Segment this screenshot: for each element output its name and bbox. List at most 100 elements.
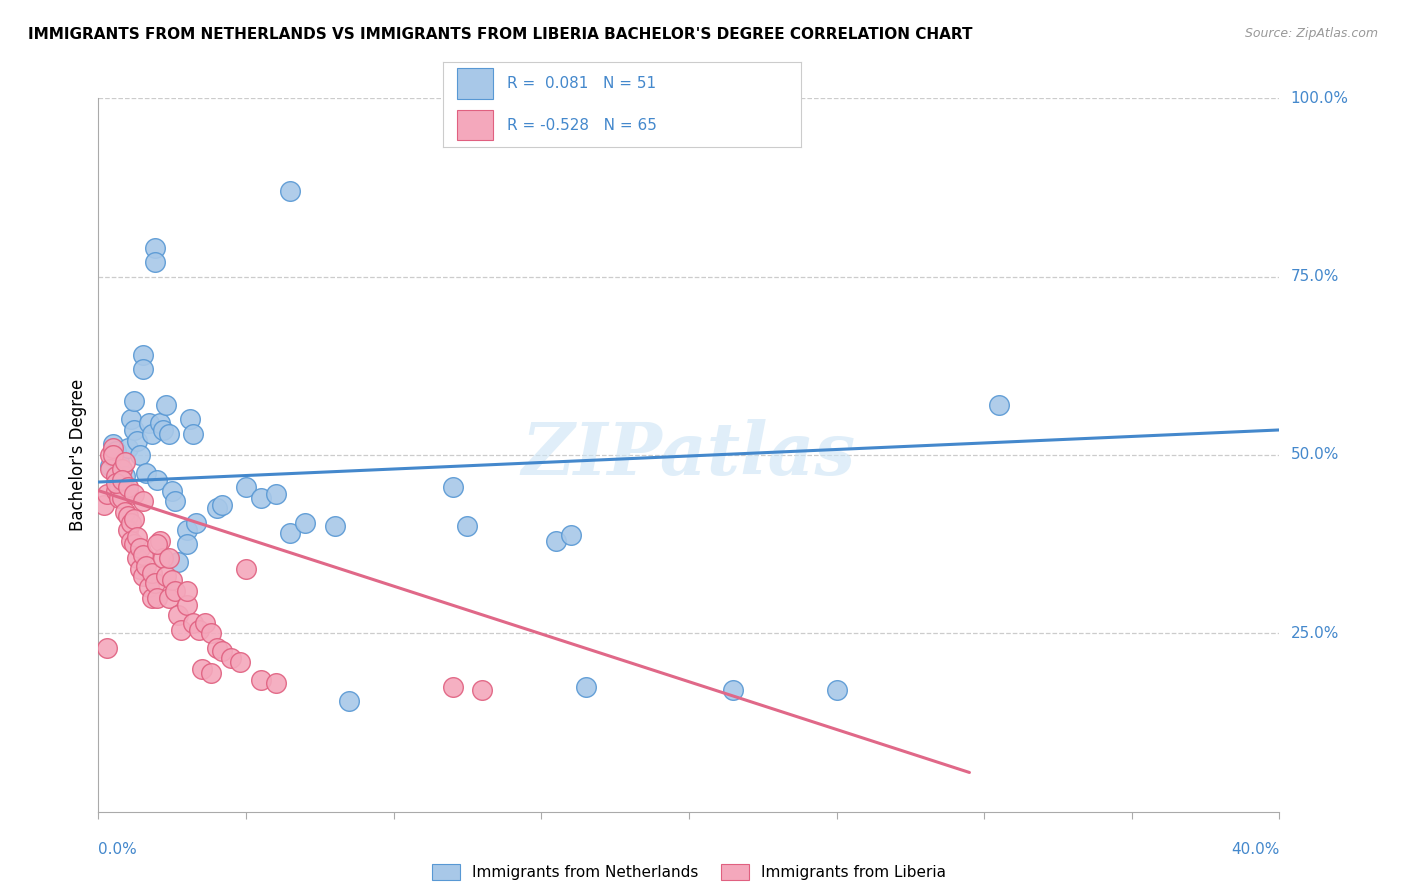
Point bbox=[143, 241, 166, 255]
Point bbox=[114, 469, 136, 483]
Point bbox=[441, 680, 464, 694]
Point bbox=[165, 583, 187, 598]
Point bbox=[125, 530, 148, 544]
Point bbox=[278, 184, 302, 198]
Point bbox=[149, 416, 172, 430]
Text: R =  0.081   N = 51: R = 0.081 N = 51 bbox=[508, 76, 657, 91]
Point bbox=[105, 469, 128, 483]
Point bbox=[211, 498, 233, 512]
Point bbox=[125, 551, 148, 566]
Text: R = -0.528   N = 65: R = -0.528 N = 65 bbox=[508, 118, 657, 133]
Point bbox=[117, 508, 139, 523]
Text: ZIPatlas: ZIPatlas bbox=[522, 419, 856, 491]
Point bbox=[141, 566, 163, 580]
Point bbox=[544, 533, 567, 548]
Point bbox=[205, 501, 228, 516]
Point bbox=[108, 455, 131, 469]
Point bbox=[117, 483, 139, 498]
Point bbox=[105, 476, 128, 491]
Point bbox=[105, 444, 128, 458]
Point bbox=[219, 651, 242, 665]
Text: 25.0%: 25.0% bbox=[1291, 626, 1339, 640]
Point bbox=[176, 537, 198, 551]
Point bbox=[132, 494, 155, 508]
Point bbox=[560, 528, 582, 542]
Text: 75.0%: 75.0% bbox=[1291, 269, 1339, 284]
Point bbox=[574, 680, 596, 694]
Point bbox=[143, 576, 166, 591]
Point bbox=[294, 516, 316, 530]
Point bbox=[96, 487, 118, 501]
Point bbox=[146, 591, 169, 605]
Point bbox=[181, 615, 204, 630]
Point bbox=[721, 683, 744, 698]
Point bbox=[96, 640, 118, 655]
Point bbox=[128, 562, 150, 576]
Y-axis label: Bachelor's Degree: Bachelor's Degree bbox=[69, 379, 87, 531]
Point bbox=[157, 551, 180, 566]
Point bbox=[120, 516, 142, 530]
Point bbox=[200, 665, 222, 680]
Point bbox=[98, 462, 121, 476]
Point bbox=[184, 516, 207, 530]
Text: 50.0%: 50.0% bbox=[1291, 448, 1339, 462]
Point bbox=[117, 441, 139, 455]
Point bbox=[825, 683, 848, 698]
Point bbox=[205, 640, 228, 655]
Point bbox=[138, 580, 160, 594]
Point bbox=[132, 569, 155, 583]
Point bbox=[138, 416, 160, 430]
Point bbox=[250, 673, 273, 687]
Point bbox=[111, 491, 134, 505]
Point bbox=[152, 551, 174, 566]
Point bbox=[181, 426, 204, 441]
Point bbox=[155, 398, 177, 412]
Point bbox=[456, 519, 478, 533]
Point bbox=[141, 426, 163, 441]
Point bbox=[117, 480, 139, 494]
Point bbox=[155, 569, 177, 583]
Point bbox=[117, 523, 139, 537]
Point bbox=[176, 598, 198, 612]
Point bbox=[111, 473, 134, 487]
Point bbox=[194, 615, 217, 630]
Text: 0.0%: 0.0% bbox=[98, 842, 138, 857]
Point bbox=[135, 558, 157, 573]
Point bbox=[264, 487, 287, 501]
Point bbox=[167, 555, 190, 569]
Point bbox=[250, 491, 273, 505]
Point bbox=[441, 480, 464, 494]
Point bbox=[122, 537, 145, 551]
Point bbox=[128, 448, 150, 462]
Point bbox=[471, 683, 494, 698]
Text: Source: ZipAtlas.com: Source: ZipAtlas.com bbox=[1244, 27, 1378, 40]
Point bbox=[187, 623, 209, 637]
Text: 40.0%: 40.0% bbox=[1232, 842, 1279, 857]
Point bbox=[132, 548, 155, 562]
Text: IMMIGRANTS FROM NETHERLANDS VS IMMIGRANTS FROM LIBERIA BACHELOR'S DEGREE CORRELA: IMMIGRANTS FROM NETHERLANDS VS IMMIGRANT… bbox=[28, 27, 973, 42]
Point bbox=[235, 480, 257, 494]
Text: 100.0%: 100.0% bbox=[1291, 91, 1348, 105]
Point bbox=[120, 412, 142, 426]
Point bbox=[176, 523, 198, 537]
Point bbox=[122, 512, 145, 526]
Point bbox=[128, 541, 150, 555]
Point bbox=[146, 537, 169, 551]
Point bbox=[122, 423, 145, 437]
Point bbox=[111, 462, 134, 476]
Point bbox=[229, 655, 252, 669]
Point bbox=[122, 394, 145, 409]
Point bbox=[141, 591, 163, 605]
Point bbox=[114, 455, 136, 469]
Legend: Immigrants from Netherlands, Immigrants from Liberia: Immigrants from Netherlands, Immigrants … bbox=[426, 858, 952, 886]
Point bbox=[165, 494, 187, 508]
Point bbox=[176, 583, 198, 598]
Point bbox=[149, 533, 172, 548]
Point bbox=[157, 591, 180, 605]
Point bbox=[278, 526, 302, 541]
Point bbox=[152, 423, 174, 437]
Point bbox=[111, 473, 134, 487]
Point bbox=[122, 487, 145, 501]
Point bbox=[93, 498, 115, 512]
FancyBboxPatch shape bbox=[457, 69, 494, 99]
